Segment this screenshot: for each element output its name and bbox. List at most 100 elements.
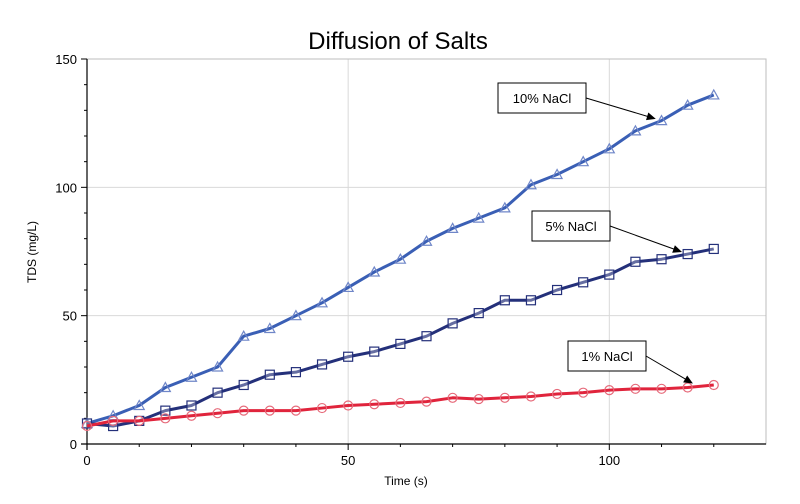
data-point [473, 308, 484, 319]
data-point [421, 331, 432, 342]
data-point [420, 234, 433, 246]
data-point [290, 405, 302, 416]
data-point [186, 410, 197, 421]
data-point [185, 371, 198, 382]
x-tick-label: 50 [341, 453, 355, 468]
tick-labels: 0 50 100 150 0 50 100 [55, 52, 620, 468]
data-point [656, 254, 667, 265]
data-point [682, 248, 693, 260]
data-point [290, 367, 302, 378]
data-point [708, 243, 719, 255]
data-point [212, 387, 223, 398]
annotation-box [497, 82, 587, 114]
annotation-label: 5% NaCl [545, 219, 596, 234]
annotations: 10% NaCl 5% NaCl 1% NaCl [497, 82, 693, 384]
data-point [551, 388, 563, 400]
y-tick-label: 50 [63, 309, 77, 324]
data-point [160, 405, 171, 416]
data-point [578, 277, 589, 288]
data-point [447, 392, 458, 403]
series-line [86, 383, 714, 428]
data-point [211, 360, 224, 372]
data-point [604, 385, 615, 396]
annotation-arrow-line [585, 97, 650, 118]
data-point [186, 400, 197, 411]
data-point [551, 168, 564, 180]
data-point [629, 124, 642, 136]
data-point [473, 393, 484, 405]
data-point [472, 211, 485, 223]
data-point [369, 346, 380, 357]
data-point [525, 391, 537, 402]
annotation-arrowhead [672, 245, 683, 253]
y-tick-label: 100 [55, 180, 77, 195]
data-point [655, 114, 668, 126]
data-point [525, 295, 537, 306]
data-point [369, 399, 380, 410]
data-point [316, 296, 329, 308]
data-point [316, 402, 328, 414]
series-10-nacl [80, 88, 720, 429]
y-tick-label: 0 [70, 437, 77, 452]
annotation-label: 10% NaCl [513, 91, 572, 106]
data-series [80, 88, 720, 432]
axes [81, 58, 767, 450]
data-point [238, 379, 249, 391]
data-point [238, 405, 249, 416]
annotation-5-nacl: 5% NaCl [531, 210, 683, 253]
plot-frame [86, 58, 767, 445]
data-point [159, 381, 172, 393]
data-point [499, 392, 510, 403]
y-tick-label: 150 [55, 52, 77, 67]
chart-title: Diffusion of Salts [308, 28, 488, 55]
y-axis-title: TDS (mg/L) [25, 221, 39, 283]
data-point [421, 396, 432, 407]
data-point [134, 415, 145, 426]
data-point [524, 178, 537, 190]
data-point [316, 359, 328, 370]
data-point [395, 338, 406, 349]
data-point [289, 309, 302, 321]
data-point [578, 387, 589, 398]
x-tick-label: 100 [598, 453, 620, 468]
data-point [368, 265, 381, 277]
data-point [656, 383, 667, 394]
annotation-arrowhead [646, 112, 656, 121]
data-point [81, 418, 93, 429]
data-point [237, 329, 250, 341]
data-point [342, 281, 355, 293]
data-point [630, 383, 641, 394]
data-point [499, 295, 510, 306]
data-point [108, 415, 119, 426]
series-line [86, 93, 715, 425]
data-point [264, 405, 275, 416]
annotation-arrow-line [645, 355, 688, 381]
annotation-box [567, 340, 647, 372]
annotation-10-nacl: 10% NaCl [497, 82, 656, 121]
data-point [707, 88, 720, 100]
data-point [343, 400, 354, 411]
data-point [395, 397, 406, 409]
annotation-label: 1% NaCl [581, 349, 632, 364]
data-point [394, 252, 407, 264]
data-point [446, 222, 459, 233]
data-point [81, 420, 93, 432]
data-point [630, 256, 641, 267]
data-point [682, 382, 693, 393]
annotation-arrowhead [683, 375, 693, 384]
data-point [551, 284, 563, 296]
data-point [447, 318, 458, 329]
gridlines [87, 58, 766, 444]
data-point [343, 351, 354, 362]
data-point [160, 413, 171, 424]
data-point [212, 408, 223, 419]
data-point [708, 379, 719, 391]
data-point [264, 369, 275, 380]
data-point [603, 142, 616, 154]
series-5-nacl [81, 243, 719, 432]
data-point [263, 322, 276, 334]
data-point [133, 399, 146, 411]
x-axis-title: Time (s) [384, 474, 428, 488]
series-line [86, 247, 715, 428]
